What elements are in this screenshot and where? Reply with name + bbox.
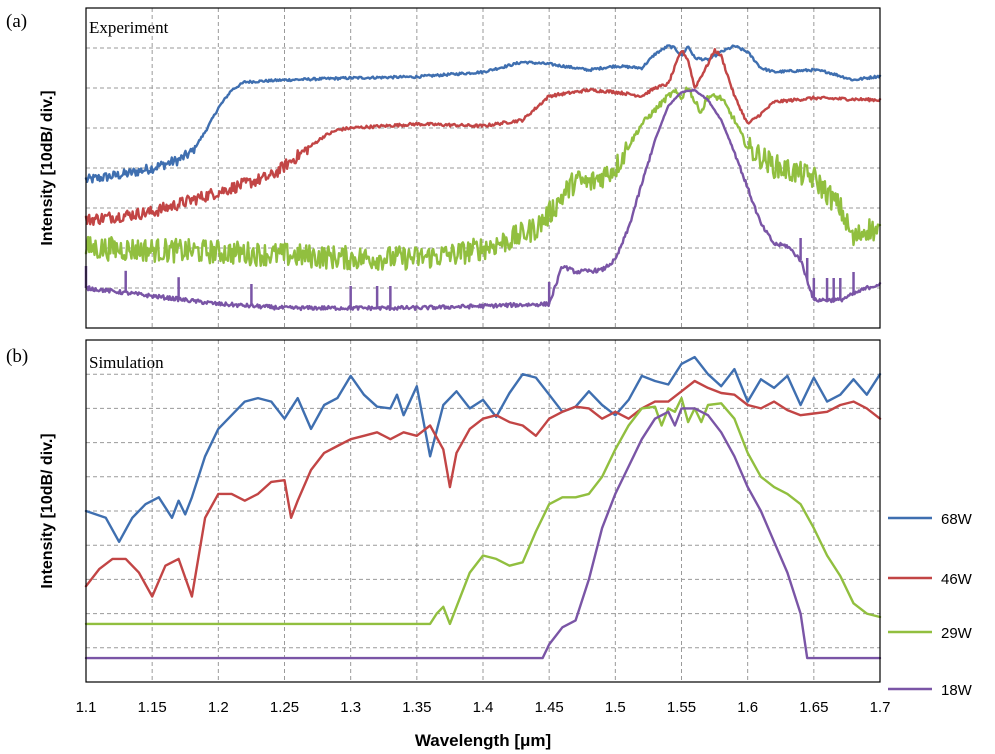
- panel-b-plot: [84, 355, 882, 660]
- x-tick-label: 1.45: [535, 699, 564, 716]
- legend: 68W 46W 29W 18W: [888, 511, 973, 699]
- x-tick-label: 1.55: [667, 699, 696, 716]
- panel-a-letter: (a): [6, 11, 27, 32]
- panel-b-y-axis-label: Intensity [10dB/ div.]: [39, 433, 56, 588]
- series-line-b-46W: [84, 379, 882, 598]
- legend-label-29W: 29W: [941, 625, 973, 642]
- x-tick-label: 1.7: [870, 699, 891, 716]
- x-tick-label: 1.65: [799, 699, 828, 716]
- x-tick-label: 1.4: [473, 699, 494, 716]
- panel-b-grid: [86, 340, 880, 682]
- panel-a-plot: [84, 44, 882, 312]
- panel-b-frame: [85, 339, 881, 683]
- panel-a-y-axis-label: Intensity [10dB/ div.]: [39, 90, 56, 245]
- x-tick-label: 1.3: [340, 699, 361, 716]
- legend-label-46W: 46W: [941, 571, 973, 588]
- legend-label-68W: 68W: [941, 511, 973, 528]
- x-tick-label: 1.35: [402, 699, 431, 716]
- x-axis-label: Wavelength [μm]: [415, 731, 551, 750]
- panel-a-frame: [85, 7, 881, 329]
- x-tick-label: 1.15: [138, 699, 167, 716]
- panel-b-letter: (b): [6, 346, 28, 367]
- panel-a-grid: [86, 8, 880, 328]
- series-line-a-46W: [84, 48, 882, 226]
- x-axis-ticks: 1.1 1.15 1.2 1.25 1.3 1.35 1.4 1.45 1.5 1.55 1.6 1.…: [76, 699, 891, 716]
- series-line-b-18W: [84, 407, 882, 660]
- series-line-b-29W: [84, 396, 882, 626]
- x-tick-label: 1.1: [76, 699, 97, 716]
- series-line-b-68W: [84, 355, 882, 543]
- series-line-a-18W: [84, 88, 882, 312]
- panel-b-title: Simulation: [89, 353, 164, 372]
- x-tick-label: 1.5: [605, 699, 626, 716]
- panel-a-title: Experiment: [89, 18, 169, 37]
- x-tick-label: 1.25: [270, 699, 299, 716]
- series-line-a-68W: [84, 44, 882, 184]
- x-tick-label: 1.6: [737, 699, 758, 716]
- series-line-a-29W: [84, 86, 882, 271]
- legend-label-18W: 18W: [941, 682, 973, 699]
- x-tick-label: 1.2: [208, 699, 229, 716]
